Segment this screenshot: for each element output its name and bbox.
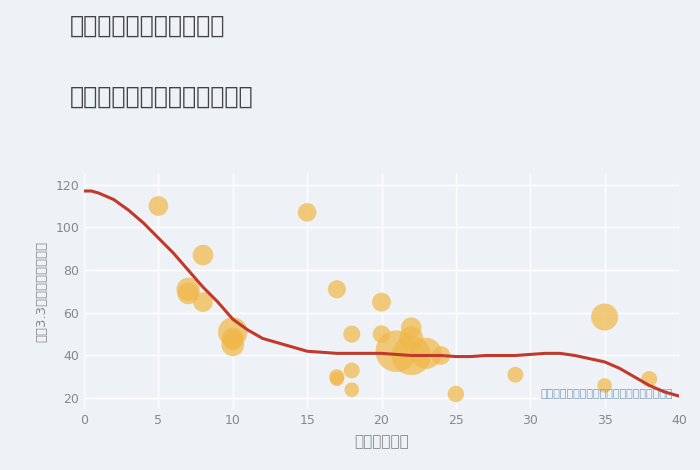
Point (346, 386, 357, 393)
Point (599, 382, 610, 389)
Point (346, 330, 357, 338)
Point (391, 347, 402, 355)
Point (599, 313, 610, 321)
Point (197, 298, 209, 306)
Point (376, 298, 387, 306)
Point (421, 350, 432, 357)
Point (197, 251, 209, 259)
X-axis label: 築年数（年）: 築年数（年） (354, 434, 409, 449)
Point (183, 285, 194, 293)
Point (331, 285, 342, 293)
Point (183, 290, 194, 298)
Text: 円の大きさは、取引のあった物件面積を示す: 円の大きさは、取引のあった物件面積を示す (540, 390, 673, 400)
Text: 兵庫県姫路市西大寿台の: 兵庫県姫路市西大寿台の (70, 14, 225, 38)
Point (227, 337, 238, 345)
Y-axis label: 坪（3.3㎡）単価（万円）: 坪（3.3㎡）単価（万円） (35, 241, 48, 342)
Point (227, 335, 238, 342)
Point (510, 371, 521, 378)
Point (331, 375, 342, 383)
Point (406, 324, 417, 331)
Point (406, 352, 417, 359)
Point (153, 202, 164, 210)
Point (450, 390, 461, 398)
Point (302, 209, 313, 216)
Text: 築年数別中古マンション価格: 築年数別中古マンション価格 (70, 85, 253, 109)
Point (435, 352, 447, 359)
Point (406, 335, 417, 342)
Point (331, 373, 342, 381)
Point (227, 328, 238, 336)
Point (644, 375, 655, 383)
Point (227, 341, 238, 349)
Point (346, 367, 357, 374)
Point (376, 330, 387, 338)
